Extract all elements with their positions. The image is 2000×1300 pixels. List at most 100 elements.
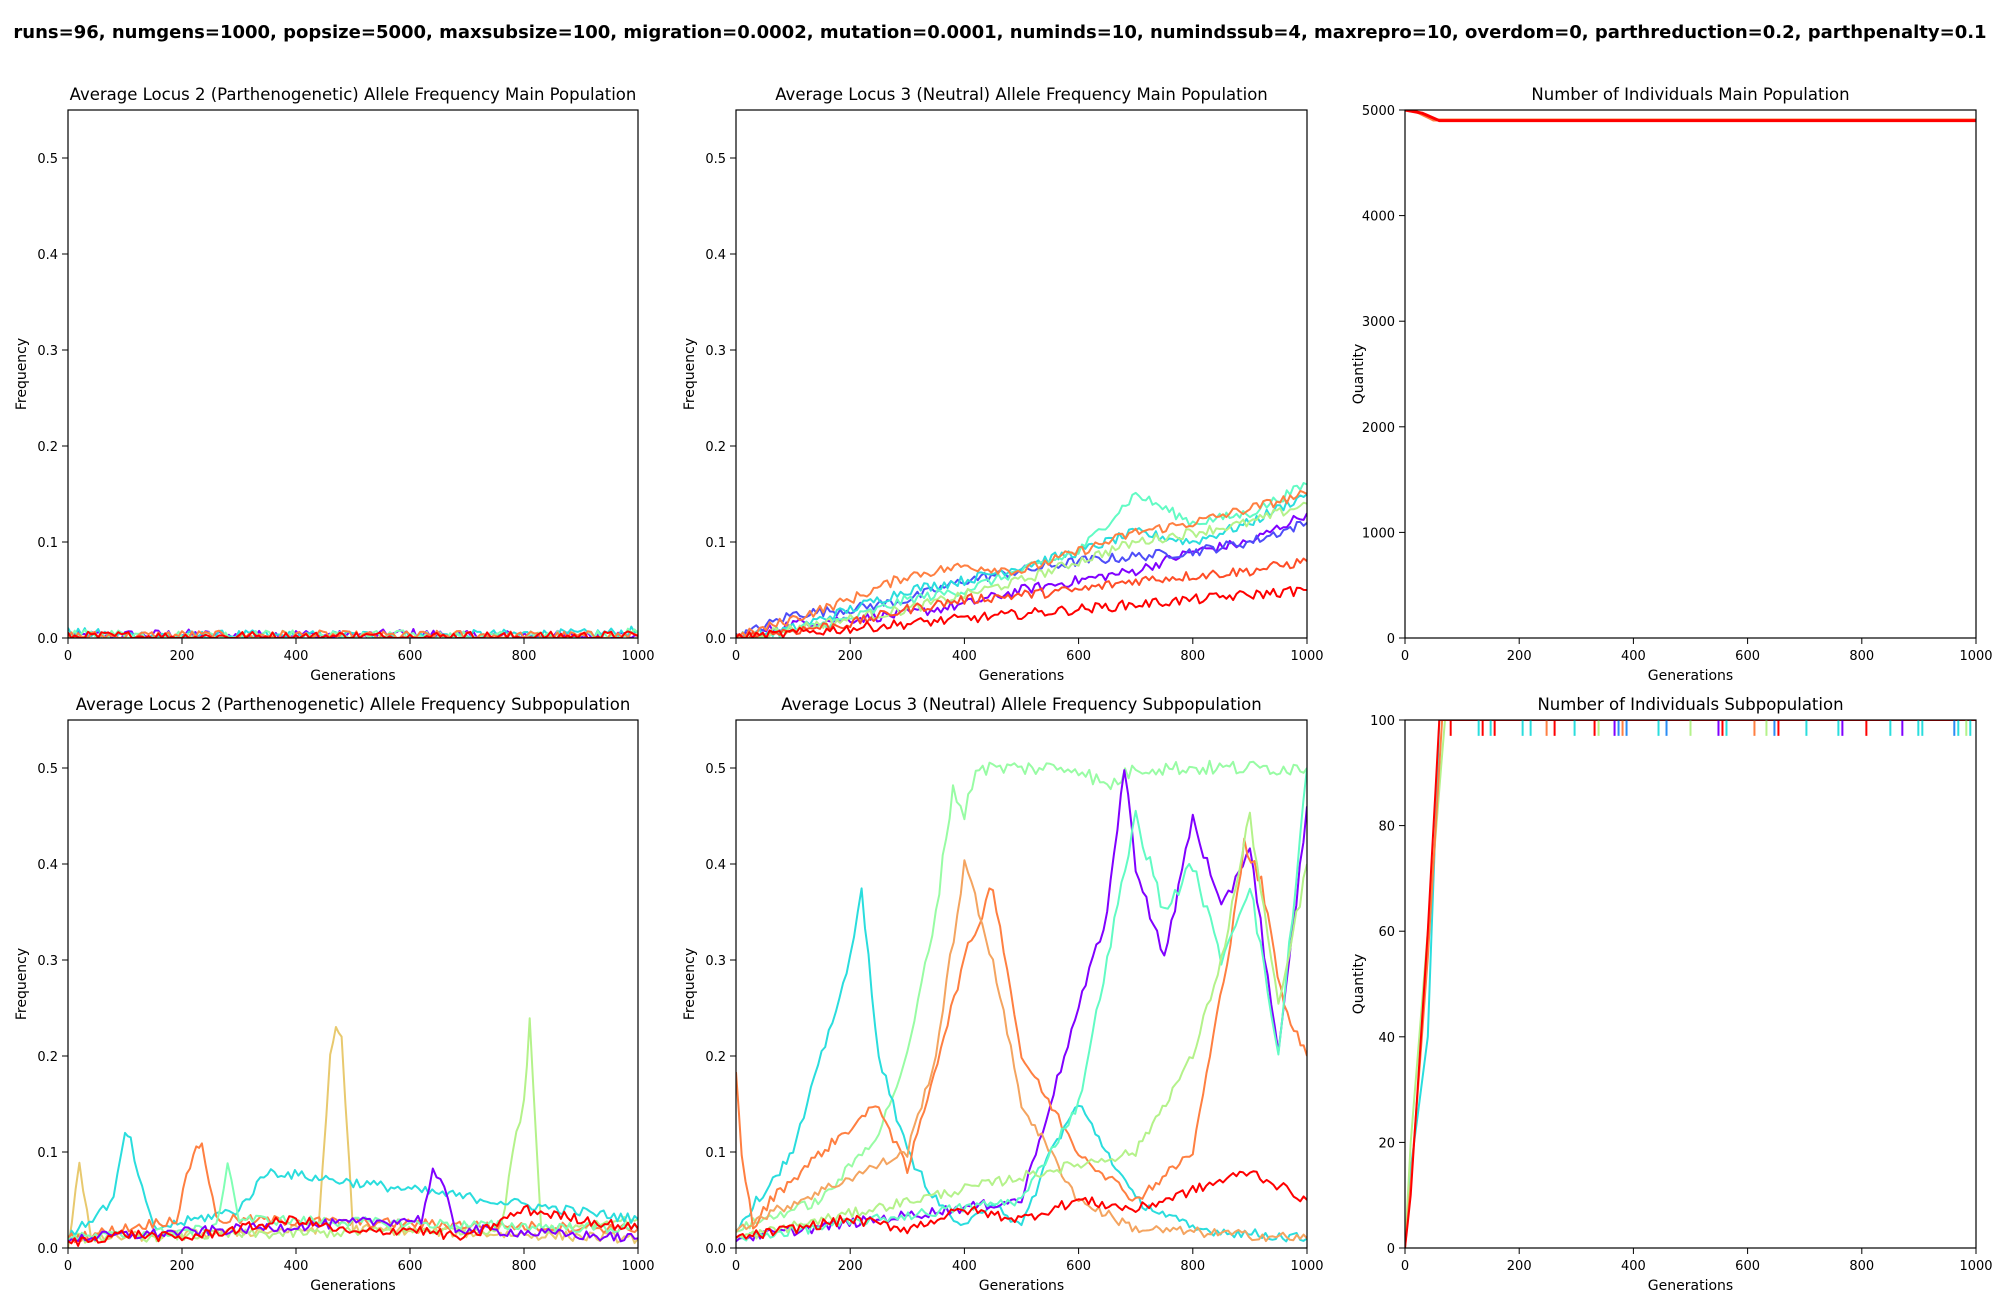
x-tick-label: 600 (1066, 1259, 1091, 1274)
x-tick-label: 400 (1621, 1259, 1646, 1274)
series-line (736, 767, 1307, 1242)
x-tick-label: 200 (1507, 649, 1532, 664)
chart-main-locus3-frequency: Average Locus 3 (Neutral) Allele Frequen… (682, 85, 1324, 684)
y-tick-label: 4000 (1362, 210, 1395, 225)
axes-frame (67, 109, 639, 639)
x-tick-label: 0 (732, 649, 740, 664)
y-tick-label: 0.3 (37, 954, 58, 969)
x-tick-label: 0 (1401, 1259, 1409, 1274)
axes-frame (735, 719, 1308, 1249)
chart-sub-individuals: Number of Individuals Subpopulation Gene… (1351, 695, 1993, 1294)
series-line (736, 1170, 1307, 1240)
x-tick-label: 200 (1507, 1259, 1532, 1274)
y-axis-label: Frequency (14, 338, 30, 410)
series-line (68, 1017, 638, 1244)
y-tick-label: 0.4 (705, 858, 726, 873)
axes-frame (67, 719, 639, 1249)
y-axis-label: Frequency (682, 338, 698, 410)
chart-title: Number of Individuals Main Population (1531, 85, 1849, 104)
axes-frame (1404, 719, 1977, 1249)
y-tick-label: 0.2 (705, 440, 726, 455)
x-tick-label: 1000 (1959, 1259, 1992, 1274)
series-group (736, 482, 1307, 638)
x-tick-label: 1000 (621, 1259, 654, 1274)
x-axis-label: Generations (310, 1278, 395, 1294)
series-line (736, 759, 1307, 1233)
figure-suptitle: runs=96, numgens=1000, popsize=5000, max… (13, 22, 1987, 43)
x-tick-label: 0 (64, 649, 72, 664)
y-tick-label: 0.2 (37, 440, 58, 455)
chart-sub-locus3-frequency: Average Locus 3 (Neutral) Allele Frequen… (682, 695, 1324, 1294)
y-axis-label: Quantity (1351, 954, 1367, 1015)
chart-sub-locus2-frequency: Average Locus 2 (Parthenogenetic) Allele… (14, 695, 655, 1294)
series-line (736, 586, 1307, 638)
x-tick-label: 600 (398, 649, 423, 664)
axes-frame (735, 109, 1308, 639)
chart-title: Average Locus 3 (Neutral) Allele Frequen… (775, 85, 1268, 104)
y-tick-label: 80 (1378, 820, 1395, 835)
series-line (1405, 720, 1976, 1248)
chart-main-individuals: Number of Individuals Main Population Ge… (1351, 85, 1993, 684)
series-group (1405, 110, 1976, 123)
series-line (736, 521, 1307, 638)
series-line (736, 493, 1307, 638)
y-tick-label: 40 (1378, 1031, 1395, 1046)
y-tick-label: 0.4 (705, 248, 726, 263)
y-tick-label: 0.1 (705, 1146, 726, 1161)
x-tick-label: 800 (1180, 1259, 1205, 1274)
y-tick-label: 0.0 (705, 632, 726, 647)
x-tick-label: 0 (64, 1259, 72, 1274)
y-tick-label: 0.5 (37, 152, 58, 167)
series-line (1405, 720, 1976, 1248)
series-line (68, 625, 638, 638)
y-tick-label: 0.1 (37, 1146, 58, 1161)
y-tick-label: 100 (1370, 714, 1395, 729)
x-axis-label: Generations (1648, 1278, 1733, 1294)
series-line (736, 837, 1307, 1230)
x-axis-label: Generations (310, 668, 395, 684)
x-tick-label: 400 (284, 1259, 309, 1274)
x-tick-label: 0 (732, 1259, 740, 1274)
chart-title: Average Locus 3 (Neutral) Allele Frequen… (781, 695, 1261, 714)
x-axis-label: Generations (979, 668, 1064, 684)
y-tick-label: 0.3 (37, 344, 58, 359)
y-tick-label: 0.5 (37, 762, 58, 777)
x-tick-label: 400 (952, 1259, 977, 1274)
x-tick-label: 800 (512, 1259, 537, 1274)
chart-title: Average Locus 2 (Parthenogenetic) Allele… (76, 695, 631, 714)
x-tick-label: 600 (1735, 1259, 1760, 1274)
series-line (68, 1167, 638, 1243)
x-tick-label: 600 (398, 1259, 423, 1274)
x-tick-label: 600 (1066, 649, 1091, 664)
y-tick-label: 60 (1378, 925, 1395, 940)
x-tick-label: 1000 (621, 649, 654, 664)
axes-frame (1404, 109, 1977, 639)
chart-main-locus2-frequency: Average Locus 2 (Parthenogenetic) Allele… (14, 85, 655, 684)
y-tick-label: 0.4 (37, 248, 58, 263)
y-tick-label: 0.2 (705, 1050, 726, 1065)
x-tick-label: 800 (1849, 1259, 1874, 1274)
y-axis-label: Quantity (1351, 344, 1367, 405)
x-tick-label: 600 (1735, 649, 1760, 664)
x-tick-label: 800 (1180, 649, 1205, 664)
series-line (736, 501, 1307, 638)
series-line (736, 859, 1307, 1243)
y-tick-label: 0.2 (37, 1050, 58, 1065)
x-tick-label: 200 (170, 649, 195, 664)
y-tick-label: 0 (1387, 632, 1395, 647)
y-tick-label: 1000 (1362, 526, 1395, 541)
y-tick-label: 0.4 (37, 858, 58, 873)
y-tick-label: 20 (1378, 1136, 1395, 1151)
series-group (1405, 720, 1976, 1248)
x-tick-label: 200 (838, 1259, 863, 1274)
x-tick-label: 1000 (1290, 649, 1323, 664)
chart-title: Average Locus 2 (Parthenogenetic) Allele… (70, 85, 637, 104)
series-line (736, 489, 1307, 638)
series-line (1405, 720, 1976, 1248)
series-line (68, 1204, 638, 1247)
series-line (1405, 720, 1976, 1248)
y-tick-label: 0.0 (705, 1242, 726, 1257)
y-tick-label: 5000 (1362, 104, 1395, 119)
series-group (68, 1017, 638, 1248)
